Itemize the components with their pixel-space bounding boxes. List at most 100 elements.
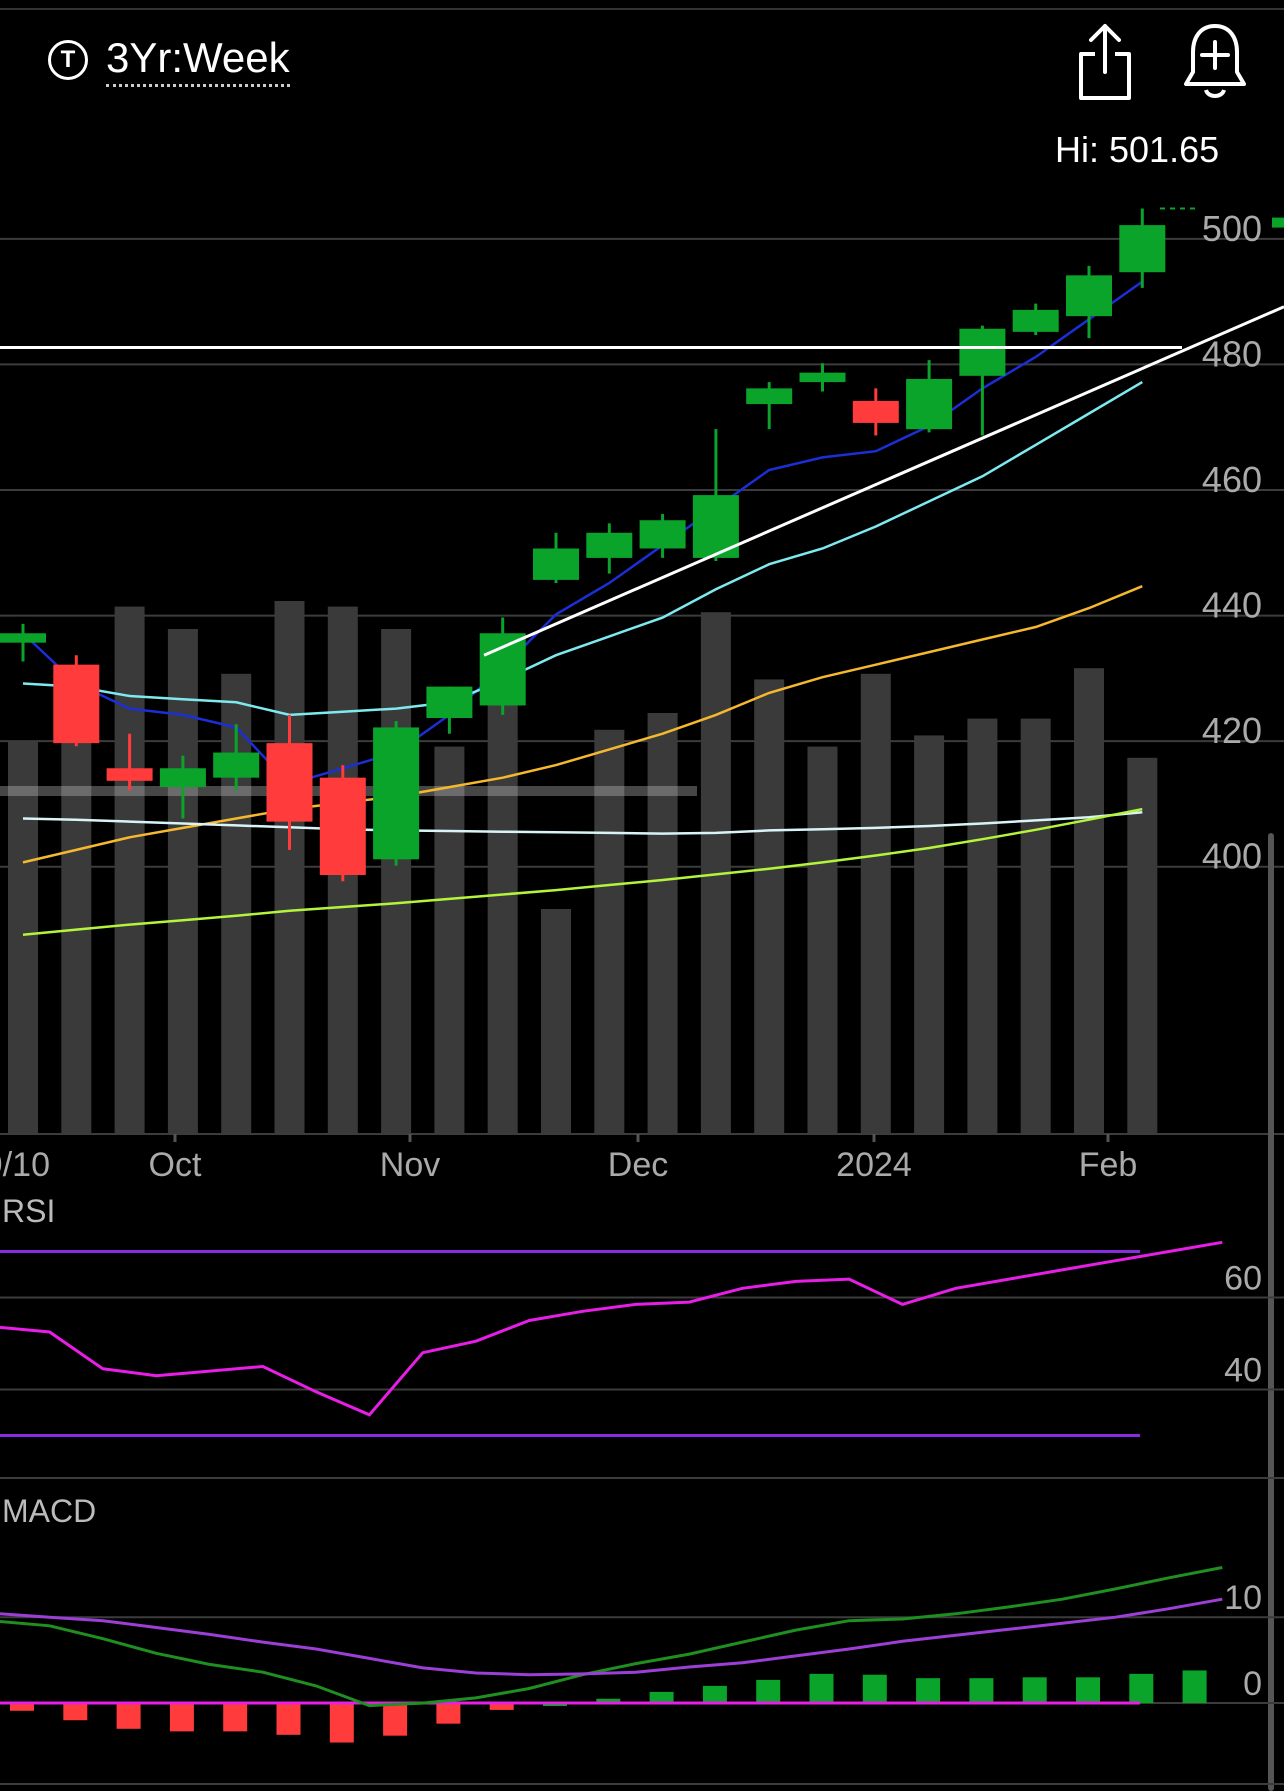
macd-tick-label: 0 — [1243, 1665, 1262, 1703]
x-tick-label: 9/10 — [0, 1146, 50, 1184]
x-tick-label: Nov — [380, 1146, 440, 1184]
price-tick-label: 440 — [1202, 585, 1262, 626]
macd-histogram-bar — [383, 1703, 408, 1736]
candle-body — [479, 633, 526, 706]
rsi-line — [0, 1240, 1223, 1417]
chart-annotations — [0, 207, 1284, 657]
volume-bar — [1020, 718, 1051, 1133]
x-tick-label: Feb — [1079, 1146, 1138, 1184]
candle-body — [1119, 225, 1166, 273]
candle-body — [0, 633, 46, 643]
macd-histogram-bar — [1076, 1677, 1100, 1704]
rsi-tick-label: 40 — [1224, 1352, 1262, 1390]
macd-histogram-bar — [809, 1673, 834, 1704]
timeframe-selector[interactable]: 3Yr:Week — [106, 34, 290, 87]
macd-histogram-bar — [969, 1678, 994, 1704]
trendline — [483, 305, 1284, 657]
macd-histogram-bar — [436, 1703, 461, 1724]
price-tick-label: 500 — [1202, 208, 1262, 249]
volume-bar — [914, 735, 945, 1133]
macd-histogram-bar — [169, 1703, 194, 1732]
candle-body — [959, 328, 1006, 376]
macd-histogram-bar — [756, 1679, 781, 1704]
macd-histogram-bar — [862, 1674, 887, 1704]
last-price-marker — [1272, 217, 1284, 228]
rsi-panel: 60 40 — [0, 1240, 1284, 1479]
volume-bar — [8, 741, 38, 1133]
macd-histogram-bar — [596, 1698, 621, 1704]
candle-body — [159, 768, 206, 788]
price-tick-label: 420 — [1202, 710, 1262, 751]
macd-histogram-bar — [1129, 1673, 1154, 1704]
candle-body — [319, 777, 366, 875]
scrollbar — [1268, 833, 1274, 1791]
moving-average-lines — [22, 280, 1144, 936]
chart-grid — [0, 237, 1284, 1135]
rsi-label: RSI — [2, 1193, 55, 1229]
candle-body — [799, 372, 846, 383]
candle-body — [852, 400, 899, 423]
rsi-tick-label: 60 — [1224, 1260, 1262, 1298]
timeframe-icon[interactable]: T — [48, 40, 88, 80]
share-icon[interactable] — [1075, 22, 1135, 102]
candle-body — [53, 664, 100, 744]
candle-body — [1066, 275, 1112, 317]
macd-histogram-bar — [223, 1703, 248, 1732]
moving-average-line — [22, 381, 1143, 717]
macd-label: MACD — [2, 1493, 96, 1529]
volume-bar — [807, 746, 838, 1133]
candlesticks — [0, 208, 1166, 882]
volume-bar — [967, 718, 998, 1133]
price-tick-label: 480 — [1202, 333, 1262, 374]
macd-histogram-bar — [63, 1703, 88, 1721]
moving-average-line — [22, 280, 1144, 786]
macd-histogram-bar — [1182, 1670, 1207, 1704]
macd-histogram-bar — [916, 1678, 941, 1704]
moving-average-line — [22, 810, 1143, 835]
candle-body — [639, 520, 686, 549]
macd-tick-label: 10 — [1224, 1579, 1262, 1617]
candle-body — [746, 388, 793, 405]
macd-histogram-bar — [116, 1703, 141, 1729]
moving-average-line — [22, 807, 1143, 936]
volume-bar — [860, 673, 891, 1133]
volume-bar — [114, 606, 145, 1133]
volume-bar — [487, 679, 518, 1133]
candle-body — [906, 378, 953, 430]
macd-histogram-bar — [10, 1703, 34, 1711]
macd-histogram-bar — [276, 1703, 301, 1735]
price-tick-label: 400 — [1202, 836, 1262, 877]
volume-bars — [0, 601, 1158, 1133]
top-divider — [0, 8, 1284, 10]
candle-body — [1012, 309, 1059, 332]
volume-bar — [754, 679, 785, 1133]
x-tick-label: Oct — [149, 1146, 202, 1184]
volume-bar — [1074, 668, 1104, 1133]
candle-body — [426, 686, 473, 719]
top-toolbar: T 3Yr:Week — [0, 0, 1284, 110]
bell-plus-icon[interactable] — [1180, 20, 1250, 102]
volume-bar — [381, 629, 412, 1133]
macd-histogram-bar — [649, 1691, 674, 1704]
candle-body — [533, 548, 579, 580]
hi-label: Hi: 501.65 — [1055, 129, 1219, 170]
macd-panel: 10 0 — [0, 1566, 1284, 1785]
volume-bar — [647, 713, 678, 1133]
price-tick-label: 460 — [1202, 459, 1262, 500]
macd-histogram-bar — [489, 1703, 514, 1710]
macd-histogram-bar — [1022, 1677, 1047, 1704]
volume-bar — [541, 909, 571, 1133]
candle-body — [213, 752, 260, 778]
volume-bar — [274, 601, 305, 1133]
volume-bar — [61, 696, 92, 1133]
candle-body — [266, 743, 313, 822]
macd-histogram-bar — [702, 1685, 727, 1704]
candle-body — [586, 532, 633, 558]
macd-histogram-bar — [329, 1703, 354, 1743]
macd-signal-line — [0, 1597, 1223, 1677]
volume-bar — [434, 746, 465, 1133]
volume-bar — [594, 729, 625, 1133]
x-tick-label: 2024 — [836, 1146, 912, 1184]
